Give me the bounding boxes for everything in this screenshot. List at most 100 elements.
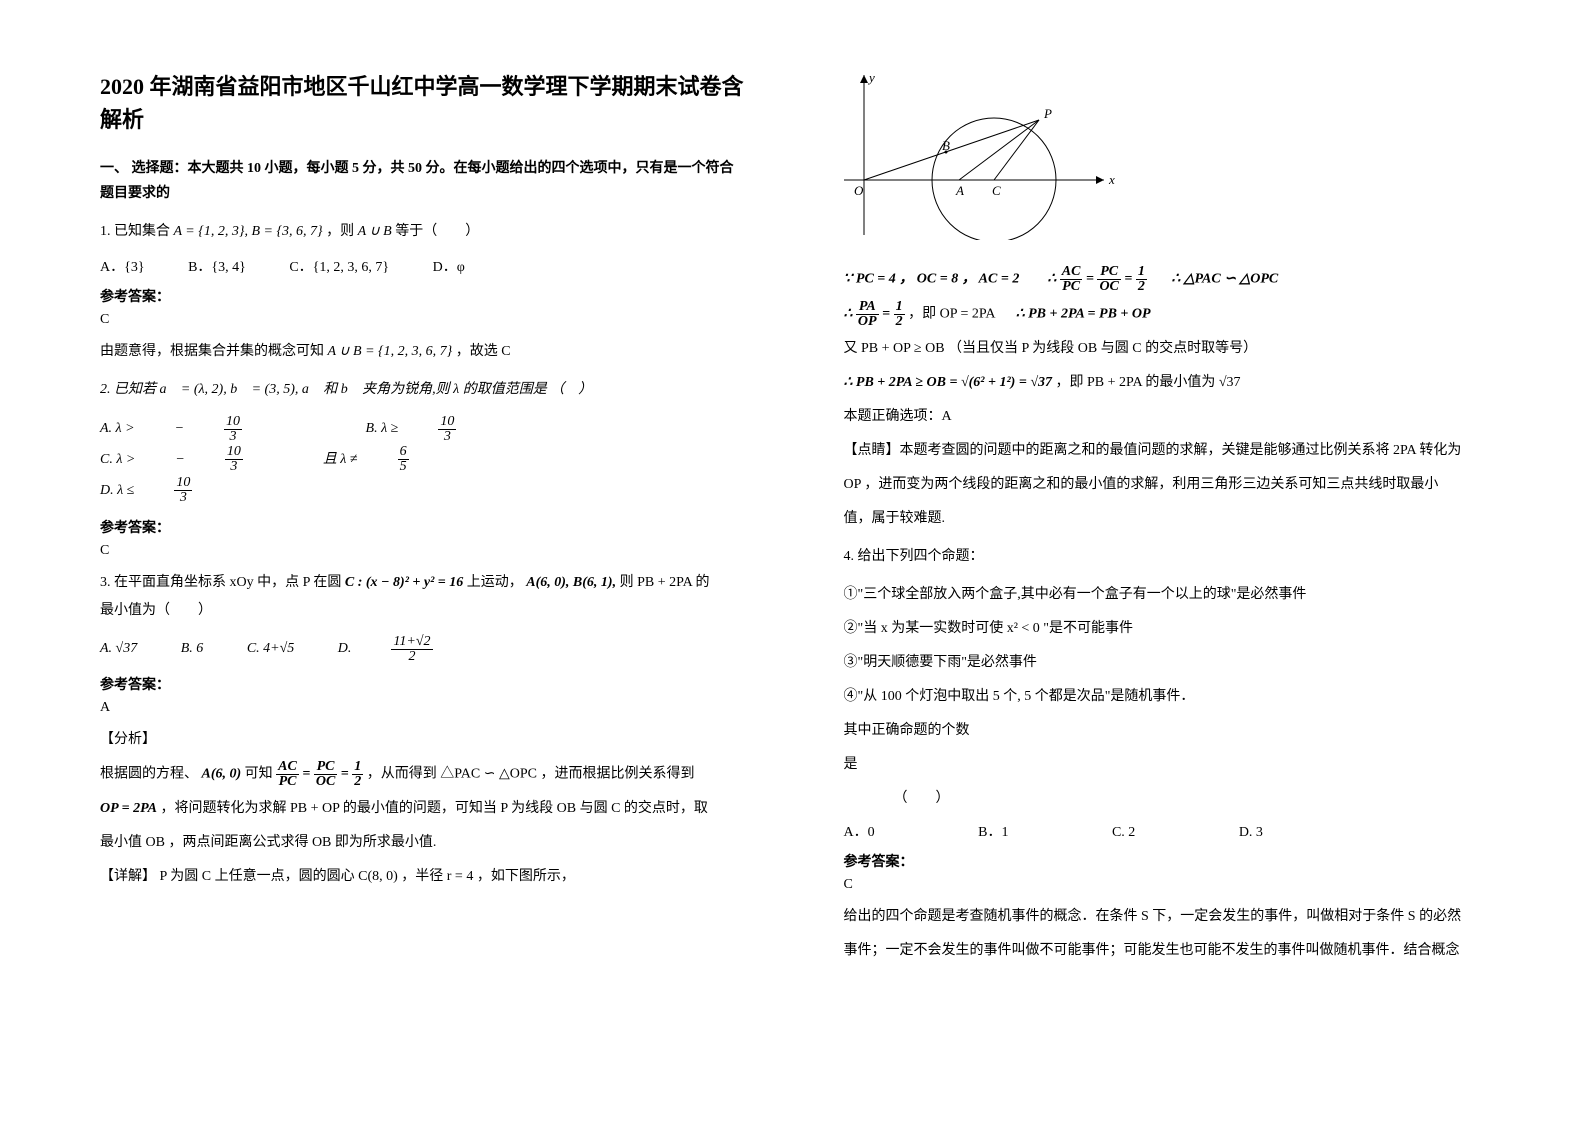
q3-an1-a: 根据圆的方程、 (100, 766, 198, 781)
q2-opt-a: A. λ > − 103 (100, 414, 322, 445)
c2-comment1: 本题考查圆的问题中的距离之和的最值问题的求解，关键是能够通过比例关系将 2PA … (900, 443, 1462, 458)
c2-comment-label: 【点睛】 (844, 443, 900, 458)
q2-opt-c-den2: 5 (398, 460, 409, 474)
q4-p3: ③"明天顺德要下雨"是必然事件 (844, 649, 1488, 677)
q2-opt-a-label: A. λ > (100, 414, 135, 445)
q2-stem: 2. 已知若 a⃗ = (λ, 2), b⃗ = (3, 5), a⃗ 和 b⃗… (100, 382, 592, 397)
col2-comment3: 值，属于较难题. (844, 505, 1488, 533)
svg-text:O: O (854, 183, 864, 198)
c2-l2-d: OP (856, 315, 879, 329)
q2-opt-a-den: 3 (224, 430, 242, 444)
col2-comment2: OP ，进而变为两个线段的距离之和的最小值的求解，利用三角形三边关系可知三点共线… (844, 471, 1488, 499)
question-4: 4. 给出下列四个命题： (844, 543, 1488, 571)
q3-opt-d-num: 11+√2 (391, 635, 432, 650)
col2-line4: ∴ PB + 2PA ≥ OB = √(6² + 1²) = √37 ，即 PB… (844, 369, 1488, 397)
q2-opt-a-neg: − (175, 414, 184, 445)
q3-an1-f1d: PC (276, 775, 299, 789)
q1-options: A．{3} B．{3, 4} C．{1, 2, 3, 6, 7} D．φ (100, 256, 744, 276)
q3-opt-d: D. 11+√22 (338, 635, 513, 664)
q1-explain-expr: A ∪ B = {1, 2, 3, 6, 7} (328, 344, 453, 359)
q4-p1: ①"三个球全部放入两个盒子,其中必有一个盒子有一个以上的球"是必然事件 (844, 581, 1488, 609)
q3-circle-expr: C : (x − 8)² + y² = 16 (345, 575, 463, 590)
c2-l2-d2: 2 (894, 315, 905, 329)
q4-opt-b: B．1 (978, 821, 1008, 841)
question-1: 1. 已知集合 A = {1, 2, 3}, B = {3, 6, 7} ，则 … (100, 218, 744, 246)
c2-l1-c: ∴ △PAC ∽ △OPC (1171, 272, 1278, 287)
q1-set-expr: A = {1, 2, 3}, B = {3, 6, 7} (174, 224, 323, 239)
q2-ref-label: 参考答案： (100, 517, 744, 537)
q3-opt-c: C. 4+√5 (247, 641, 294, 657)
q3-analysis-label: 【分析】 (100, 726, 744, 754)
q3-opt-d-label: D. (338, 641, 352, 657)
q3-opt-d-den: 2 (391, 650, 432, 664)
q1-union-expr: A ∪ B (358, 224, 392, 239)
q1-ref-label: 参考答案： (100, 286, 744, 306)
q4-blank: （ ） (844, 785, 1488, 813)
q2-opt-d-label: D. λ ≤ (100, 476, 134, 507)
q4-ref-label: 参考答案： (844, 851, 1488, 871)
q4-opt-c: C. 2 (1112, 825, 1135, 841)
q1-opt-b: B．{3, 4} (188, 256, 246, 276)
q2-opt-c-num2: 6 (398, 445, 409, 460)
c2-l1-d1: PC (1060, 280, 1083, 294)
q1-explain-prefix: 由题意得，根据集合并集的概念可知 (100, 344, 328, 359)
q4-explain2: 事件；一定不会发生的事件叫做不可能事件；可能发生也可能不发生的事件叫做随机事件．… (844, 937, 1488, 965)
q3-answer: A (100, 700, 744, 716)
svg-text:x: x (1108, 172, 1115, 187)
q3-stem-mid: 上运动， (467, 575, 523, 590)
c2-l4-b: ，即 PB + 2PA 的最小值为 √37 (1056, 375, 1241, 390)
q2-opt-d-num: 10 (174, 476, 192, 491)
q3-stem-prefix: 3. 在平面直角坐标系 xOy 中，点 P 在圆 (100, 575, 345, 590)
q4-p4: ④"从 100 个灯泡中取出 5 个, 5 个都是次品"是随机事件． (844, 683, 1488, 711)
q3-analysis-3: 最小值 OB ，两点间距离公式求得 OB 即为所求最小值. (100, 829, 744, 857)
q2-options: A. λ > − 103 B. λ ≥ 103 C. λ > − 103 且 λ… (100, 414, 744, 506)
c2-l1-d3: 2 (1136, 280, 1147, 294)
q3-an2-b: ，将问题转化为求解 PB + OP 的最小值的问题，可知当 P 为线段 OB 与… (160, 801, 707, 816)
q3-an1-c: 可知 (245, 766, 277, 781)
q4-tail1: 其中正确命题的个数 (844, 717, 1488, 745)
q2-opt-c: C. λ > − 103 且 λ ≠ 65 (100, 445, 489, 476)
c2-l1-n3: 1 (1136, 265, 1147, 280)
q3-an1-f1n: AC (276, 760, 299, 775)
q2-opt-a-num: 10 (224, 415, 242, 430)
q2-opt-d: D. λ ≤ 103 (100, 476, 272, 507)
q3-detail-label: 【详解】 (100, 869, 156, 884)
q3-stem-suffix: 则 PB + 2PA 的 (620, 575, 710, 590)
q3-ref-label: 参考答案： (100, 674, 744, 694)
col2-line5: 本题正确选项：A (844, 403, 1488, 431)
q3-an1-f2n: PC (314, 760, 337, 775)
q3-an1-f3n: 1 (352, 760, 363, 775)
c2-l1-a: ∵ PC = 4 ， OC = 8 ， AC = 2 (844, 272, 1020, 287)
q4-answer: C (844, 877, 1488, 893)
q1-explain-suffix: ，故选 C (456, 344, 511, 359)
q3-opt-a: A. √37 (100, 641, 137, 657)
section-heading: 一、 选择题：本大题共 10 小题，每小题 5 分，共 50 分。在每小题给出的… (100, 156, 744, 206)
svg-text:P: P (1043, 106, 1052, 121)
q2-opt-d-den: 3 (174, 491, 192, 505)
c2-l4-a: ∴ PB + 2PA ≥ OB = √(6² + 1²) = √37 (844, 375, 1053, 390)
c2-l1-n2: PC (1097, 265, 1120, 280)
q4-tail2: 是 (844, 751, 1488, 779)
col2-comment: 【点睛】本题考查圆的问题中的距离之和的最值问题的求解，关键是能够通过比例关系将 … (844, 437, 1488, 465)
q1-opt-c: C．{1, 2, 3, 6, 7} (289, 256, 389, 276)
q4-explain1: 给出的四个命题是考查随机事件的概念．在条件 S 下，一定会发生的事件，叫做相对于… (844, 903, 1488, 931)
q3-opt-b: B. 6 (181, 641, 204, 657)
q4-options: A．0 B．1 C. 2 D. 3 (844, 821, 1488, 841)
c2-l1-d2: OC (1097, 280, 1120, 294)
q3-an1-d: ，从而得到 △PAC ∽ △OPC ，进而根据比例关系得到 (367, 766, 695, 781)
question-3: 3. 在平面直角坐标系 xOy 中，点 P 在圆 C : (x − 8)² + … (100, 569, 744, 625)
q1-stem-prefix: 1. 已知集合 (100, 224, 174, 239)
q4-opt-d: D. 3 (1239, 825, 1263, 841)
q2-opt-c-label: C. λ > (100, 445, 135, 476)
q3-an1-b: A(6, 0) (202, 766, 242, 781)
col2-line1: ∵ PC = 4 ， OC = 8 ， AC = 2 ∴ ACPC = PCOC… (844, 265, 1488, 294)
svg-text:A: A (955, 183, 964, 198)
q3-points-expr: A(6, 0), B(6, 1), (526, 575, 616, 590)
q1-opt-d: D．φ (433, 256, 465, 276)
q1-stem-mid: ，则 (326, 224, 358, 239)
c2-l2-n2: 1 (894, 300, 905, 315)
q3-detail: 【详解】 P 为圆 C 上任意一点，圆的圆心 C(8, 0) ，半径 r = 4… (100, 863, 744, 891)
q2-opt-b-den: 3 (438, 430, 456, 444)
q3-analysis-1: 根据圆的方程、 A(6, 0) 可知 ACPC = PCOC = 12 ，从而得… (100, 760, 744, 789)
q2-answer: C (100, 543, 744, 559)
